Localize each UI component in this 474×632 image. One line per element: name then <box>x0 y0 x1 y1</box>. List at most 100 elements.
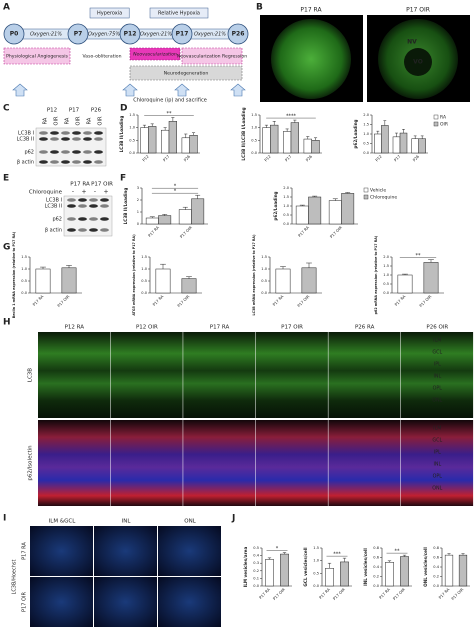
row-label: LC3B <box>28 368 34 382</box>
column-label: P17 RA <box>210 325 230 331</box>
x-tick-label: P17 OIR <box>392 587 406 601</box>
x-tick-label: P17 RA <box>271 294 284 307</box>
phase-label: Relative Hypoxia <box>158 11 200 17</box>
phase-box <box>149 7 209 19</box>
lane-label: OIR <box>76 116 82 125</box>
event-label: Physiological Angiogenesis <box>6 54 68 60</box>
y-tick-label: 0.0 <box>363 151 369 155</box>
lane-label: - <box>72 189 74 196</box>
bar <box>140 127 149 154</box>
y-tick-label: 0.0 <box>141 291 147 295</box>
band <box>89 198 98 202</box>
bar <box>458 554 468 587</box>
bar <box>325 568 334 587</box>
column-label: P12 RA <box>65 325 85 331</box>
error-bar <box>345 192 351 194</box>
y-axis-label: LC3B II/Loading <box>123 188 128 225</box>
x-tick-label: P17 OIR <box>272 587 286 601</box>
y-tick-label: 0.5 <box>251 138 257 142</box>
error-bar <box>313 137 318 141</box>
y-tick-label: 0.0 <box>129 151 135 155</box>
treatment-label: Chloroquine (ip) and sacrifice <box>133 98 207 104</box>
band <box>50 150 59 154</box>
event-box <box>181 47 243 65</box>
band-label: p62 <box>24 150 34 156</box>
section-image <box>401 332 474 418</box>
event-box <box>3 47 71 65</box>
bar <box>397 274 413 294</box>
x-tick-label: P12 <box>141 153 150 162</box>
lane-label: + <box>103 189 108 196</box>
y-axis-label: ONL vesicles/cell <box>423 547 428 587</box>
error-bar <box>280 266 286 269</box>
bar <box>35 268 51 294</box>
y-axis-label: ATG5 mRNA expression (relative to P17 RA… <box>132 234 136 316</box>
lane-label: - <box>94 189 96 196</box>
lane-label: RA <box>65 117 71 124</box>
error-bar <box>264 124 269 128</box>
error-bar <box>461 553 465 556</box>
oxygen-label: Oxygen:21% <box>140 32 172 38</box>
bar <box>283 131 292 154</box>
layer-label: ONL <box>432 486 442 492</box>
legend-label: Chloroquine <box>370 195 397 201</box>
treatment-label: Chloroquine <box>29 190 63 196</box>
flatmount-retina <box>271 19 351 99</box>
panel-label: C <box>3 104 10 114</box>
legend-swatch <box>363 187 369 193</box>
bar <box>181 137 190 154</box>
stage-label: P17 <box>176 31 189 38</box>
y-tick-label: 1.5 <box>21 255 27 259</box>
y-tick-label: 0.0 <box>433 584 439 588</box>
stage-label: P0 <box>10 31 19 38</box>
significance-label: * <box>174 184 177 190</box>
y-tick-label: 1.0 <box>261 267 267 271</box>
y-tick-label: 0.1 <box>253 576 259 580</box>
error-bar <box>312 195 318 197</box>
layer-label: ONL <box>432 398 442 404</box>
error-bar <box>162 214 168 216</box>
band <box>61 150 70 154</box>
image-title: P17 OIR <box>406 7 430 14</box>
x-tick-label: P17 RA <box>258 587 271 600</box>
section-image <box>255 420 328 506</box>
band <box>72 137 81 141</box>
y-axis-label: LC3B II/Loading <box>119 116 124 153</box>
x-tick-label: P17 OIR <box>450 587 464 601</box>
band <box>61 137 70 141</box>
y-tick-label: 0.5 <box>261 279 267 283</box>
row-label: p62/Isolectin <box>28 445 34 481</box>
bar <box>168 121 177 154</box>
legend-swatch <box>433 114 439 120</box>
column-label: INL <box>122 519 132 525</box>
arrow-up <box>122 83 138 97</box>
significance-label: ** <box>395 549 401 555</box>
significance-label: **** <box>286 114 297 120</box>
error-bar <box>413 135 417 139</box>
error-bar <box>306 262 312 268</box>
layer-label: ILM <box>433 426 441 432</box>
x-tick-label: P17 OIR <box>296 294 310 308</box>
blot-image <box>35 127 107 167</box>
y-tick-label: 1.5 <box>129 113 135 117</box>
error-bar <box>420 135 424 139</box>
band <box>67 204 76 208</box>
band <box>100 198 109 202</box>
y-tick-label: 2 <box>137 198 139 202</box>
y-axis-label: GCL vesicles/cell <box>303 547 308 587</box>
significance-label: * <box>174 189 177 195</box>
phase-label: Hyperoxia <box>97 11 122 17</box>
lane-label: OIR <box>98 116 104 125</box>
oxygen-label: Oxygen:21% <box>30 32 62 38</box>
y-tick-label: 0.2 <box>433 575 439 579</box>
vesicle-image <box>158 526 221 576</box>
band <box>39 131 48 135</box>
band-label: p62 <box>52 217 62 223</box>
error-bar <box>186 276 192 279</box>
event-label: Neovascularization <box>133 52 177 58</box>
bar <box>328 200 342 225</box>
vo-area <box>404 48 432 76</box>
band <box>39 150 48 154</box>
section-image <box>38 420 111 506</box>
y-tick-label: 0.5 <box>141 279 147 283</box>
